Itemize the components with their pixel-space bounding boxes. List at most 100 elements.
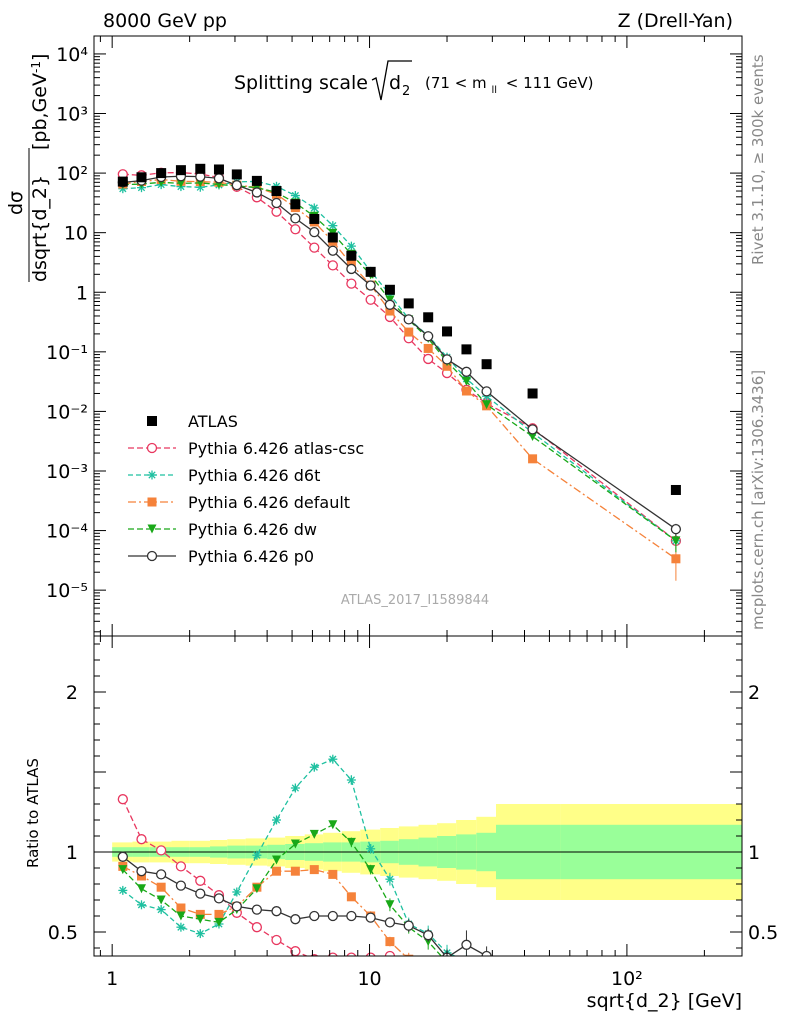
star-stroke [253,851,261,859]
marker-data-square [442,326,453,337]
marker-triangle [156,895,166,905]
marker-triangle [195,914,205,924]
marker-square [528,995,537,1004]
marker-triangle [252,884,262,894]
ratio-y-tick-label: 2 [66,682,78,704]
y-label-numerator: dσ [5,191,27,215]
legend-label: ATLAS [188,412,238,431]
marker-triangle [528,977,537,986]
main-panel-frame [93,35,743,637]
marker-data-square [461,344,472,355]
marker-open-circle [481,386,492,397]
marker-triangle [214,917,224,927]
star-stroke [529,974,535,980]
marker-star [328,221,338,231]
marker-open-circle [195,888,206,899]
star-stroke [367,845,375,853]
marker-open-circle [365,952,376,956]
marker-data-square [423,312,434,323]
series-line [122,181,677,542]
marker-star [195,929,205,939]
star-stroke [310,763,318,771]
marker-open-circle [462,974,471,983]
marker-data-square [147,416,157,426]
legend-label: Pythia 6.426 d6t [188,466,320,485]
marker-triangle [118,865,128,875]
marker-open-circle [481,950,492,956]
marker-open-circle [146,550,158,562]
marker-data-square [195,163,206,174]
marker-open-circle [527,424,538,435]
marker-data-square [213,164,224,175]
main-series-p0 [117,171,682,536]
ratio-panel-frame [93,635,743,957]
legend-entry: Pythia 6.426 default [128,493,350,512]
legend-entry: Pythia 6.426 d6t [128,466,320,485]
ratio-y-tick-label-right: 0.5 [748,922,778,944]
y-tick-label: 10⁻² [46,401,88,423]
y-tick-label: 10⁻¹ [46,342,88,364]
marker-square [156,882,166,892]
marker-star [176,922,186,932]
marker-star [136,900,146,910]
marker-open-circle [271,934,282,946]
marker-open-circle [271,206,282,217]
marker-data-square [251,175,262,186]
marker-open-circle [213,173,225,184]
ratio-y-axis-label: Ratio to ATLAS [24,758,42,868]
marker-open-circle [346,263,357,275]
chart-title-group: Splitting scale d 2 (71 < m ll < 111 GeV… [234,60,593,101]
star-stroke [529,974,535,980]
marker-open-circle [156,845,167,856]
marker-triangle [176,911,186,921]
marker-open-circle [195,875,206,886]
marker-triangle [366,865,376,875]
marker-data-square [403,298,414,309]
marker-triangle [271,855,281,865]
marker-open-circle [346,278,357,289]
y-tick-label: 10 [64,223,88,245]
main-series-layer [117,163,682,581]
marker-open-circle [423,930,434,941]
marker-square [528,454,538,464]
marker-open-circle [384,917,396,928]
marker-star [346,775,356,785]
marker-open-circle [309,227,320,238]
marker-data-square [290,199,301,210]
sqrt-sign [371,60,412,101]
marker-open-circle [175,880,187,891]
marker-square [461,386,471,396]
marker-square [462,976,471,985]
marker-star [346,241,356,251]
ratio-y-tick-label: 1 [66,842,78,864]
marker-open-circle [365,912,376,923]
marker-square [271,866,281,876]
marker-square [214,909,224,919]
title-d: d [389,72,401,94]
marker-star [328,754,338,764]
marker-star [309,203,319,213]
marker-triangle [671,536,681,546]
y-tick-label: 1 [76,282,88,304]
star-stroke [347,242,356,250]
ratio-y-tick-label: 0.5 [48,922,78,944]
marker-open-circle [327,245,338,256]
marker-open-circle [384,950,396,956]
marker-star [232,887,242,897]
marker-star [528,972,537,981]
marker-square [176,903,186,913]
marker-data-square [481,359,492,370]
star-stroke [196,929,204,938]
marker-star [385,874,395,884]
marker-square [442,361,452,371]
y-tick-label: 10⁻³ [46,461,88,483]
marker-star [156,905,166,915]
marker-open-circle [251,187,263,198]
marker-square [671,554,681,564]
series-line [122,175,677,530]
y-tick-label: 10⁴ [56,44,88,66]
ratio-y-tick-label-right: 1 [748,842,760,864]
legend-entry: Pythia 6.426 dw [128,520,317,539]
marker-open-circle [290,213,301,224]
marker-data-square [670,484,681,495]
